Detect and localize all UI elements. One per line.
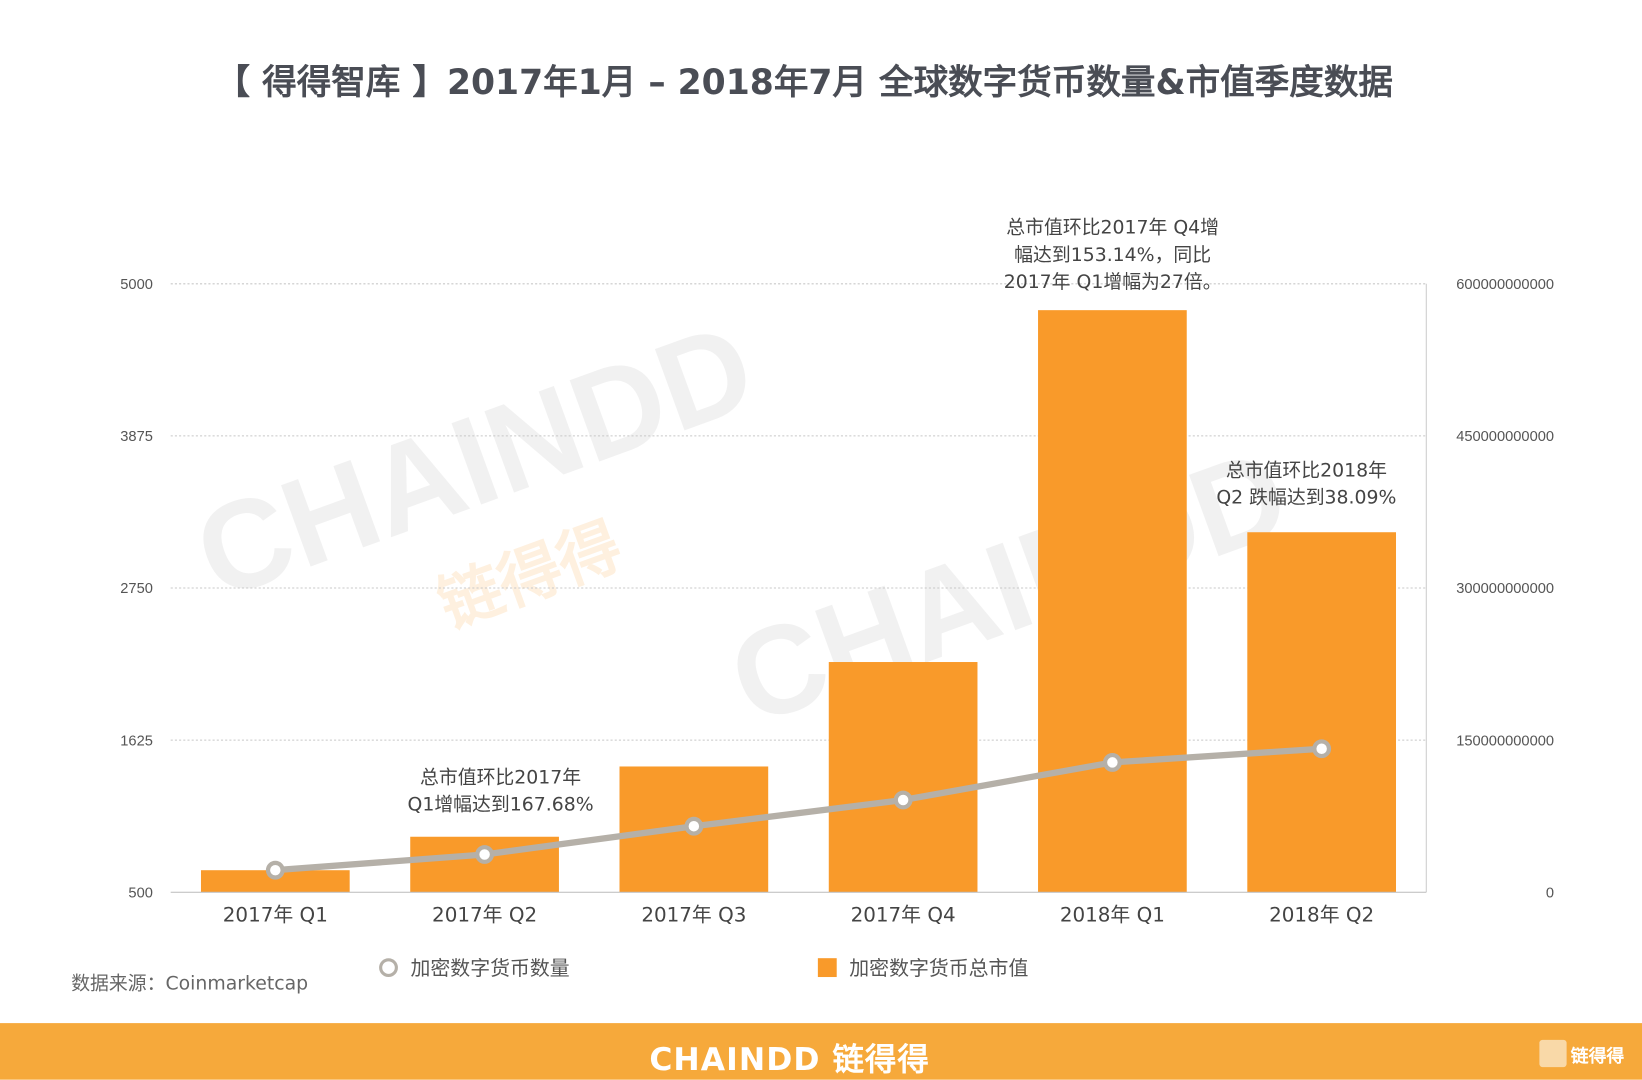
line-point xyxy=(475,845,495,864)
x-axis-tick: 2017年 Q4 xyxy=(851,904,956,927)
legend-line-marker xyxy=(379,957,398,977)
x-axis-tick: 2018年 Q2 xyxy=(1269,904,1374,927)
bar xyxy=(1247,532,1397,893)
annotation-2018q1: 总市值环比2017年 Q4增 幅达到153.14%，同比 2017年 Q1增幅为… xyxy=(1003,216,1222,294)
line-point xyxy=(893,790,913,810)
right-axis-tick: 0 xyxy=(1546,885,1554,901)
annotation-2017q2: 总市值环比2017年 Q1增幅达到167.68% xyxy=(407,766,594,816)
left-axis-tick: 500 xyxy=(128,885,152,901)
line-point xyxy=(265,860,285,880)
legend-label: 加密数字货币数量 xyxy=(410,957,570,981)
legend-label: 加密数字货币总市值 xyxy=(849,957,1029,981)
x-axis-tick: 2017年 Q2 xyxy=(432,904,537,927)
bar xyxy=(828,662,978,893)
right-axis-tick: 600000000000 xyxy=(1456,277,1554,293)
left-axis-tick: 1625 xyxy=(120,733,153,749)
data-source: 数据来源：Coinmarketcap xyxy=(71,972,309,995)
right-axis-tick: 150000000000 xyxy=(1456,733,1554,749)
x-axis-tick: 2017年 Q3 xyxy=(641,904,746,927)
right-axis-tick: 450000000000 xyxy=(1456,429,1554,445)
logo-icon xyxy=(1539,1039,1567,1068)
line-point xyxy=(1102,752,1122,772)
x-axis-tick: 2017年 Q1 xyxy=(223,904,328,927)
legend-item-marketcap: 加密数字货币总市值 xyxy=(817,953,1029,981)
bar xyxy=(1038,310,1187,893)
x-axis-tick: 2018年 Q1 xyxy=(1060,904,1165,927)
chart-svg: 5000 3875 2750 1625 500 600000000000 450000000… xyxy=(120,277,1554,927)
annotation-2018q2: 总市值环比2018年 Q2 跌幅达到38.09% xyxy=(1216,459,1397,509)
bar xyxy=(200,870,350,893)
left-axis-tick: 2750 xyxy=(120,581,153,597)
legend-item-count: 加密数字货币数量 xyxy=(379,953,570,981)
footer-brand: CHAINDD 链得得 xyxy=(649,1041,930,1079)
line-point xyxy=(1312,739,1332,759)
legend-bar-marker xyxy=(817,957,837,977)
line-point xyxy=(684,816,704,836)
footer-bar: CHAINDD 链得得 链得得 xyxy=(0,1023,1642,1080)
line-series xyxy=(275,745,1322,874)
right-axis-tick: 300000000000 xyxy=(1456,581,1554,597)
logo-text: 链得得 xyxy=(1570,1045,1625,1067)
left-axis-tick: 3875 xyxy=(120,429,153,445)
chart-title: 【 得得智库 】2017年1月 – 2018年7月 全球数字货币数量&市值季度数… xyxy=(215,61,1393,103)
left-axis-tick: 5000 xyxy=(120,277,153,293)
footer-logo: 链得得 xyxy=(1539,1036,1633,1072)
